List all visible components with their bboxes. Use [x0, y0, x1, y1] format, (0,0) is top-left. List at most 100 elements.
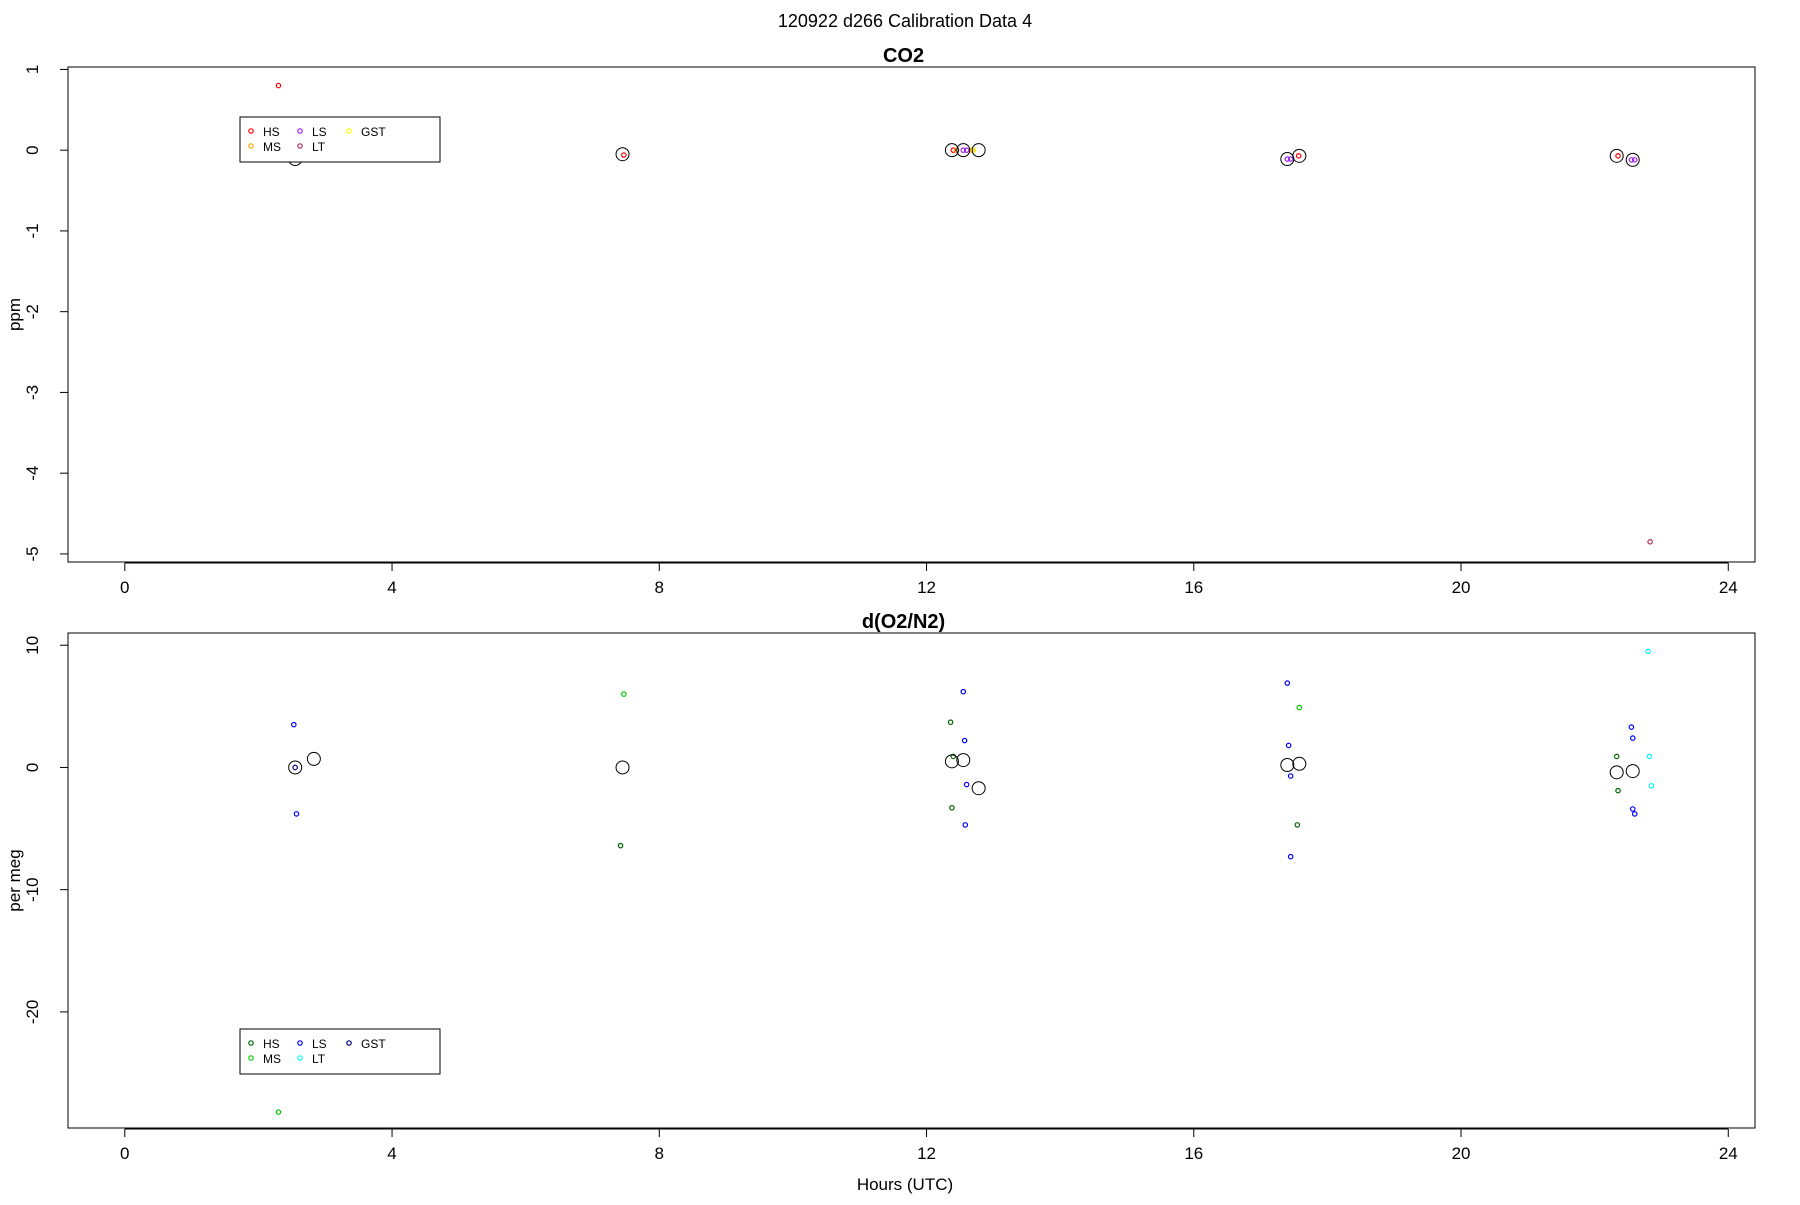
legend-label-lt: LT: [312, 1052, 326, 1066]
x-axis-label: Hours (UTC): [857, 1175, 953, 1194]
data-point-lt: [1647, 539, 1653, 545]
data-point-hs: [617, 842, 624, 849]
mean-marker: [971, 781, 986, 796]
data-point-gst: [292, 764, 298, 771]
data-point-lt: [1645, 648, 1651, 655]
data-point-ls: [1287, 853, 1294, 860]
data-point-ls: [293, 811, 300, 817]
mean-marker: [615, 760, 630, 775]
x-tick-label: 12: [917, 1144, 936, 1163]
data-point-ls: [1284, 156, 1291, 162]
legend-marker-gst: [346, 1040, 352, 1046]
legend-marker-lt: [297, 143, 303, 149]
data-point-ms: [275, 1109, 282, 1115]
legend-marker-lt: [297, 1055, 303, 1061]
y-tick-label: -1: [23, 223, 42, 238]
y-tick-label: -20: [23, 1000, 42, 1025]
y-axis-label: per meg: [5, 849, 24, 911]
mean-marker: [1609, 765, 1624, 780]
legend-marker-hs: [248, 1040, 254, 1046]
figure-title: 120922 d266 Calibration Data 4: [778, 11, 1032, 31]
y-tick-label: -10: [23, 877, 42, 902]
data-point-ls: [1628, 724, 1635, 730]
x-tick-label: 24: [1719, 578, 1738, 597]
legend-label-hs: HS: [263, 125, 280, 139]
legend-label-ms: MS: [263, 140, 281, 154]
data-point-ls: [962, 822, 969, 828]
mean-marker: [288, 760, 303, 775]
data-point-ls: [960, 688, 967, 695]
y-tick-label: 1: [23, 65, 42, 74]
mean-marker: [956, 753, 971, 768]
y-axis-label: ppm: [5, 298, 24, 331]
y-tick-label: 0: [23, 763, 42, 772]
data-point-hs: [949, 804, 955, 811]
data-point-ms: [621, 691, 627, 697]
legend-label-ls: LS: [312, 1037, 327, 1051]
legend-label-lt: LT: [312, 140, 326, 154]
data-point-ls: [1287, 773, 1294, 779]
mean-marker: [944, 754, 959, 769]
mean-marker: [615, 147, 630, 162]
mean-marker: [306, 751, 321, 766]
data-point-ls: [1285, 742, 1292, 749]
x-tick-label: 0: [120, 1144, 129, 1163]
data-point-lt: [1646, 753, 1653, 760]
y-tick-label: -4: [23, 466, 42, 481]
x-tick-label: 12: [917, 578, 936, 597]
data-point-gst: [970, 147, 977, 153]
x-tick-label: 4: [387, 578, 396, 597]
data-point-hs: [621, 152, 627, 158]
mean-marker: [1625, 152, 1640, 167]
legend-marker-ms: [248, 143, 254, 149]
x-tick-label: 20: [1452, 1144, 1471, 1163]
data-point-ls: [1628, 157, 1635, 163]
data-point-ls: [961, 737, 968, 744]
data-point-ls: [963, 147, 970, 153]
data-point-hs: [1615, 153, 1621, 159]
x-tick-label: 16: [1184, 578, 1203, 597]
mean-marker: [1292, 756, 1307, 771]
legend-marker-ls: [297, 1040, 303, 1046]
x-tick-label: 4: [387, 1144, 396, 1163]
legend-label-gst: GST: [361, 1037, 386, 1051]
legend-label-ls: LS: [312, 125, 327, 139]
x-tick-label: 16: [1184, 1144, 1203, 1163]
legend-box: [239, 1028, 441, 1075]
legend-box: [239, 116, 441, 163]
data-point-hs: [947, 719, 954, 726]
mean-marker: [1280, 152, 1295, 167]
y-tick-label: -3: [23, 385, 42, 400]
data-point-ls: [1629, 735, 1636, 741]
mean-marker: [971, 143, 986, 158]
mean-marker: [1625, 764, 1640, 779]
mean-marker: [1609, 148, 1624, 163]
y-tick-label: 0: [23, 145, 42, 154]
x-tick-label: 0: [120, 578, 129, 597]
y-tick-label: -5: [23, 546, 42, 561]
panel-title: CO2: [883, 45, 924, 67]
mean-marker: [1292, 148, 1307, 163]
mean-marker: [1280, 758, 1295, 772]
legend-label-ms: MS: [263, 1052, 281, 1066]
x-tick-label: 8: [655, 578, 664, 597]
y-tick-label: 10: [23, 636, 42, 655]
y-tick-label: -2: [23, 304, 42, 319]
mean-marker: [956, 143, 971, 158]
legend-marker-hs: [248, 128, 254, 134]
data-point-hs: [1615, 787, 1621, 794]
data-point-ls: [1287, 156, 1294, 162]
data-point-hs: [1613, 753, 1620, 760]
legend-label-gst: GST: [361, 125, 386, 139]
panel-title: d(O2/N2): [862, 611, 945, 633]
legend-marker-gst: [346, 128, 352, 134]
legend-label-hs: HS: [263, 1037, 280, 1051]
x-tick-label: 24: [1719, 1144, 1738, 1163]
data-point-hs: [1294, 822, 1301, 828]
x-tick-label: 20: [1452, 578, 1471, 597]
